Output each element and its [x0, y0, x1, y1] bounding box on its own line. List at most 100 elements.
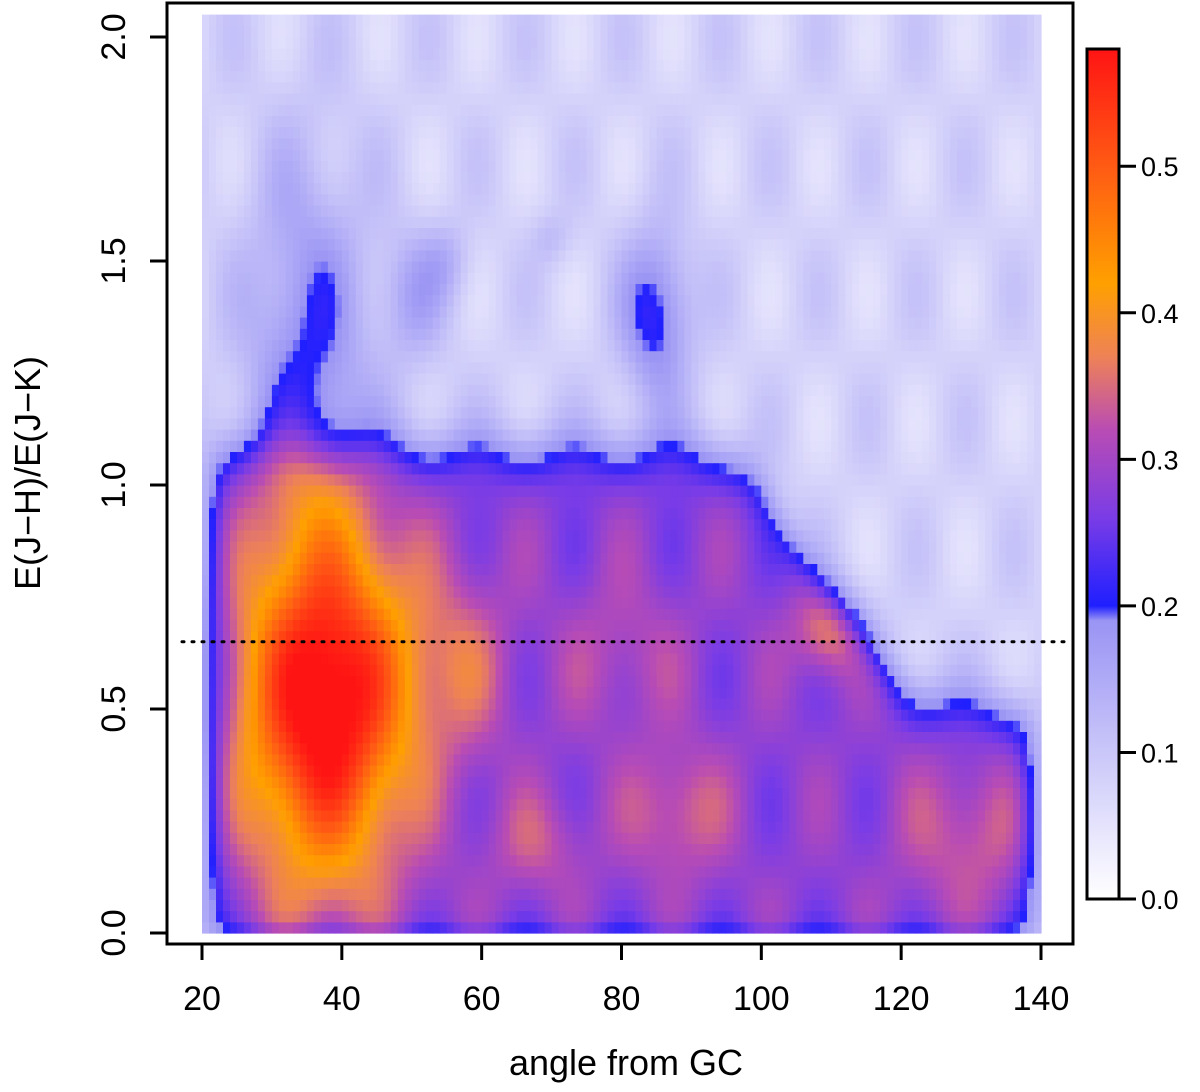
heatmap-cell	[362, 686, 371, 699]
heatmap-cell	[656, 865, 665, 878]
heatmap-cell	[544, 574, 553, 587]
heatmap-cell	[341, 776, 350, 788]
heatmap-cell	[838, 709, 846, 721]
heatmap-cell	[411, 765, 420, 777]
heatmap-cell	[397, 473, 406, 486]
heatmap-cell	[698, 485, 706, 497]
heatmap-cell	[985, 787, 993, 800]
heatmap-cell	[404, 496, 413, 508]
heatmap-cell	[278, 473, 287, 486]
heatmap-cell	[530, 529, 539, 542]
heatmap-cell	[271, 552, 280, 564]
heatmap-cell	[831, 597, 839, 609]
heatmap-cell	[362, 787, 371, 800]
heatmap-cell	[257, 619, 266, 632]
heatmap-cell	[334, 473, 343, 486]
heatmap-cell	[915, 518, 923, 531]
heatmap-cell	[474, 697, 483, 710]
heatmap-cell	[761, 731, 769, 744]
heatmap-cell	[992, 776, 1000, 788]
heatmap-cell	[530, 809, 539, 822]
heatmap-cell	[712, 843, 720, 856]
heatmap-cell	[516, 619, 525, 632]
heatmap-cell	[369, 619, 378, 632]
heatmap-cell	[355, 865, 364, 878]
heatmap-cell	[523, 664, 532, 676]
heatmap-cell	[516, 877, 525, 889]
heatmap-cell	[810, 865, 818, 878]
heatmap-cell	[1020, 742, 1028, 755]
heatmap-cell	[425, 630, 434, 643]
heatmap-cell	[796, 608, 804, 620]
heatmap-cell	[635, 641, 644, 654]
heatmap-cell	[901, 485, 909, 497]
heatmap-cell	[223, 518, 231, 531]
heatmap-cell	[964, 798, 972, 811]
heatmap-cell	[565, 910, 574, 923]
heatmap-cell	[537, 910, 546, 923]
heatmap-cell	[992, 563, 1000, 576]
heatmap-cell	[768, 742, 776, 755]
heatmap-cell	[292, 742, 301, 755]
heatmap-cell	[978, 765, 986, 777]
heatmap-cell	[355, 563, 364, 576]
heatmap-cell	[957, 697, 965, 710]
heatmap-cell	[230, 742, 238, 755]
heatmap-cell	[1013, 485, 1021, 497]
heatmap-cell	[663, 641, 672, 654]
heatmap-cell	[376, 854, 385, 867]
heatmap-cell	[684, 854, 692, 867]
heatmap-cell	[663, 899, 672, 912]
heatmap-cell	[957, 753, 965, 766]
heatmap-cell	[432, 641, 441, 654]
heatmap-cell	[474, 473, 483, 486]
heatmap-cell	[355, 821, 364, 833]
heatmap-cell	[614, 641, 623, 654]
heatmap-cell	[292, 809, 301, 822]
heatmap-cell	[1034, 619, 1042, 632]
heatmap-cell	[551, 798, 560, 811]
heatmap-cell	[223, 854, 231, 867]
heatmap-cell	[257, 697, 266, 710]
heatmap-cell	[334, 630, 343, 643]
heatmap-cell	[439, 843, 448, 856]
heatmap-cell	[873, 608, 881, 620]
heatmap-cell	[894, 507, 902, 520]
heatmap-cell	[432, 888, 441, 900]
heatmap-cell	[565, 507, 574, 520]
heatmap-cell	[684, 619, 692, 632]
heatmap-cell	[488, 473, 497, 486]
heatmap-cell	[264, 877, 273, 889]
heatmap-cell	[237, 518, 245, 531]
heatmap-cell	[936, 608, 944, 620]
heatmap-cell	[292, 709, 301, 721]
heatmap-cell	[670, 888, 678, 900]
heatmap-cell	[411, 462, 420, 475]
heatmap-cell	[523, 529, 532, 542]
heatmap-cell	[824, 619, 832, 632]
heatmap-cell	[551, 675, 560, 688]
heatmap-cell	[992, 888, 1000, 900]
heatmap-cell	[691, 776, 699, 788]
heatmap-cell	[908, 877, 916, 889]
heatmap-cell	[747, 787, 755, 800]
heatmap-cell	[237, 686, 245, 699]
heatmap-cell	[943, 574, 951, 587]
heatmap-cell	[852, 507, 860, 520]
heatmap-cell	[376, 787, 385, 800]
heatmap-cell	[922, 731, 930, 744]
heatmap-cell	[439, 653, 448, 665]
heatmap-cell	[670, 507, 678, 520]
heatmap-cell	[1034, 832, 1042, 844]
heatmap-cell	[761, 686, 769, 699]
heatmap-cell	[803, 619, 811, 632]
heatmap-cell	[230, 608, 238, 620]
heatmap-cell	[691, 921, 699, 934]
heatmap-cell	[474, 877, 483, 889]
heatmap-cell	[418, 854, 427, 867]
heatmap-cell	[824, 563, 832, 576]
heatmap-cell	[334, 720, 343, 732]
heatmap-cell	[957, 709, 965, 721]
heatmap-cell	[250, 798, 259, 811]
heatmap-cell	[397, 462, 406, 475]
